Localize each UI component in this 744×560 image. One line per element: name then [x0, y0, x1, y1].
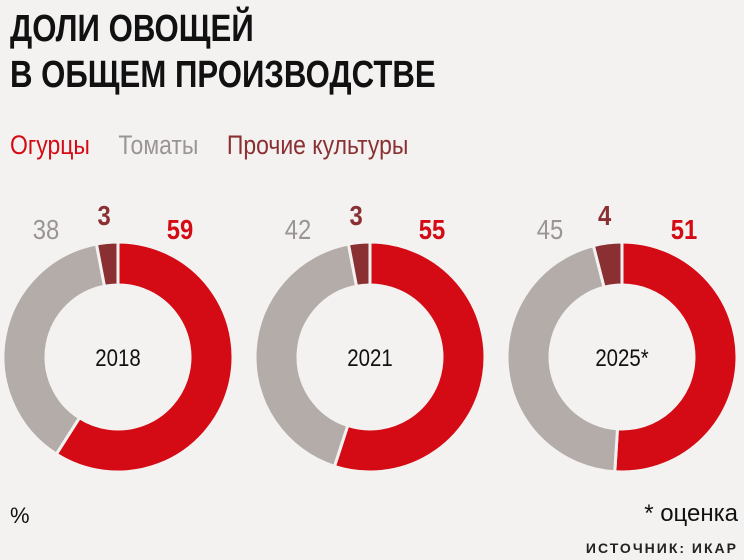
legend: Огурцы Томаты Прочие культуры: [10, 130, 430, 161]
value-label: 3: [98, 199, 111, 231]
donut-segment-2018-0: [54, 240, 235, 474]
year-label: 2025*: [595, 344, 649, 371]
source-label: ИСТОЧНИК: ИКАР: [585, 540, 738, 556]
donut-segment-2018-1: [1, 242, 107, 457]
value-label: 59: [167, 213, 193, 245]
donut-segment-2021-2: [346, 240, 372, 289]
estimate-note: * оценка: [644, 500, 738, 527]
year-label: 2021: [347, 344, 392, 371]
legend-item-tomatoes: Томаты: [118, 130, 199, 160]
donut-segment-2018-2: [94, 240, 120, 289]
legend-item-other: Прочие культуры: [226, 130, 409, 160]
title-line-1: ДОЛИ ОВОЩЕЙ: [10, 8, 254, 50]
title-line-2: В ОБЩЕМ ПРОИЗВОДСТВЕ: [10, 54, 436, 96]
value-label: 3: [350, 199, 363, 231]
value-label: 55: [419, 213, 445, 245]
legend-item-cucumbers: Огурцы: [10, 130, 90, 160]
value-label: 51: [671, 213, 697, 245]
donut-segment-2025*-0: [613, 240, 739, 474]
value-label: 4: [598, 199, 612, 231]
value-label: 38: [33, 213, 59, 245]
year-label: 2018: [95, 344, 140, 371]
unit-label: %: [10, 503, 30, 528]
donut-segment-2021-0: [332, 240, 487, 474]
chart-title: ДОЛИ ОВОЩЕЙ В ОБЩЕМ ПРОИЗВОДСТВЕ: [10, 6, 436, 98]
value-label: 45: [537, 213, 563, 245]
value-label: 42: [285, 213, 311, 245]
donut-segment-2025*-1: [505, 243, 620, 474]
donut-segment-2025*-2: [591, 240, 624, 290]
donut-segment-2021-1: [253, 242, 359, 469]
